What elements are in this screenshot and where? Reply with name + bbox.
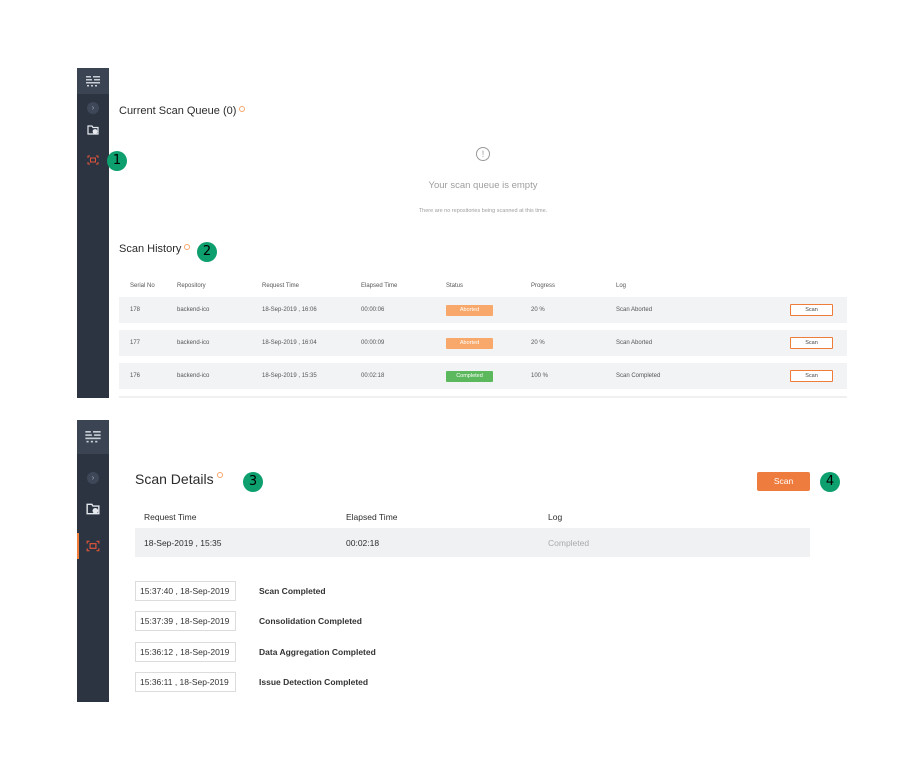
details-title: Scan Details [135, 471, 223, 487]
repository-cell: backend-ico [177, 307, 210, 313]
column-header-repository: Repository [177, 283, 206, 289]
log-cell: Scan Aborted [616, 307, 653, 313]
table-divider [119, 396, 847, 398]
column-header-elapsed-time: Elapsed Time [346, 512, 398, 522]
column-header-log: Log [616, 283, 627, 289]
column-header-request-time: Request Time [262, 283, 300, 289]
scan-icon [86, 540, 100, 552]
sidebar-item-repositories[interactable] [77, 120, 109, 140]
event-label: Issue Detection Completed [259, 677, 369, 687]
column-header-log: Log [548, 512, 563, 522]
event-label: Data Aggregation Completed [259, 647, 376, 657]
repository-cell: backend-ico [177, 340, 210, 346]
event-timestamp: 15:37:39 , 18-Sep-2019 [135, 611, 236, 631]
info-icon[interactable] [184, 244, 191, 250]
info-icon[interactable] [216, 472, 223, 478]
empty-queue-subtitle: There are no repositories being scanned … [418, 208, 548, 214]
info-icon[interactable] [239, 106, 246, 112]
sidebar: › [77, 420, 109, 702]
details-row: 18-Sep-2019 , 15:35 00:02:18 Completed [135, 528, 810, 557]
details-title-text: Scan Details [135, 471, 214, 487]
scan-icon [87, 155, 99, 165]
scan-details-panel: › Scan Details 3 Scan 4 Request Time Ela… [77, 420, 852, 702]
sidebar-item-repositories[interactable] [77, 499, 109, 519]
row-scan-button[interactable]: Scan [790, 337, 833, 349]
progress-cell: 100 % [531, 373, 549, 379]
scan-button[interactable]: Scan [757, 472, 810, 491]
event-timestamp: 15:36:11 , 18-Sep-2019 [135, 672, 236, 692]
serial-cell: 176 [130, 373, 141, 379]
row-scan-button[interactable]: Scan [790, 370, 833, 382]
active-indicator [77, 533, 79, 559]
elapsed-time-cell: 00:00:06 [361, 307, 385, 313]
status-badge: Aborted [446, 338, 493, 349]
queue-title: Current Scan Queue (0) [119, 105, 246, 117]
repository-folder-icon [87, 125, 99, 135]
column-header-serial: Serial No [130, 283, 155, 289]
chevron-right-icon: › [87, 472, 99, 484]
sidebar-item-scans[interactable] [77, 150, 109, 170]
log-cell: Scan Aborted [616, 340, 653, 346]
column-header-progress: Progress [531, 283, 556, 289]
column-header-request-time: Request Time [144, 512, 197, 522]
history-title: Scan History [119, 243, 191, 255]
column-header-status: Status [446, 283, 464, 289]
repository-folder-icon [86, 503, 100, 515]
sidebar: › [77, 68, 109, 398]
serial-cell: 178 [130, 307, 141, 313]
progress-cell: 20 % [531, 340, 545, 346]
callout-marker-4: 4 [820, 472, 840, 492]
brand-logo[interactable] [77, 68, 109, 94]
sidebar-expand-button[interactable]: › [77, 468, 109, 488]
empty-queue-title: Your scan queue is empty [428, 180, 538, 191]
row-scan-button[interactable]: Scan [790, 304, 833, 316]
elapsed-time-cell: 00:00:09 [361, 340, 385, 346]
history-title-text: Scan History [119, 243, 182, 255]
progress-cell: 20 % [531, 307, 545, 313]
table-row[interactable]: 178 backend-ico 18-Sep-2019 , 16:06 00:0… [119, 297, 847, 323]
log-cell: Completed [548, 538, 590, 548]
event-timestamp: 15:37:40 , 18-Sep-2019 [135, 581, 236, 601]
brand-logo[interactable] [77, 420, 109, 454]
callout-marker-2: 2 [197, 242, 217, 262]
table-row[interactable]: 176 backend-ico 18-Sep-2019 , 15:35 00:0… [119, 363, 847, 389]
serial-cell: 177 [130, 340, 141, 346]
log-cell: Scan Completed [616, 373, 661, 379]
sidebar-item-scans[interactable] [77, 536, 109, 556]
request-time-cell: 18-Sep-2019 , 15:35 [144, 538, 222, 548]
sidebar-expand-button[interactable]: › [77, 98, 109, 118]
scan-overview-panel: › 1 Current Scan Queue (0) ! Your scan q… [77, 68, 852, 398]
brand-logo-icon [85, 431, 101, 443]
chevron-right-icon: › [87, 102, 99, 114]
elapsed-time-cell: 00:02:18 [346, 538, 380, 548]
table-row[interactable]: 177 backend-ico 18-Sep-2019 , 16:04 00:0… [119, 330, 847, 356]
alert-icon: ! [476, 147, 490, 161]
column-header-elapsed-time: Elapsed Time [361, 283, 398, 289]
event-timestamp: 15:36:12 , 18-Sep-2019 [135, 642, 236, 662]
request-time-cell: 18-Sep-2019 , 16:04 [262, 340, 317, 346]
status-badge: Aborted [446, 305, 493, 316]
event-label: Consolidation Completed [259, 616, 362, 626]
request-time-cell: 18-Sep-2019 , 15:35 [262, 373, 317, 379]
repository-cell: backend-ico [177, 373, 210, 379]
event-label: Scan Completed [259, 586, 326, 596]
status-badge: Completed [446, 371, 493, 382]
request-time-cell: 18-Sep-2019 , 16:06 [262, 307, 317, 313]
elapsed-time-cell: 00:02:18 [361, 373, 385, 379]
callout-marker-1: 1 [107, 151, 127, 171]
callout-marker-3: 3 [243, 472, 263, 492]
queue-title-text: Current Scan Queue (0) [119, 105, 237, 117]
brand-logo-icon [86, 75, 100, 86]
